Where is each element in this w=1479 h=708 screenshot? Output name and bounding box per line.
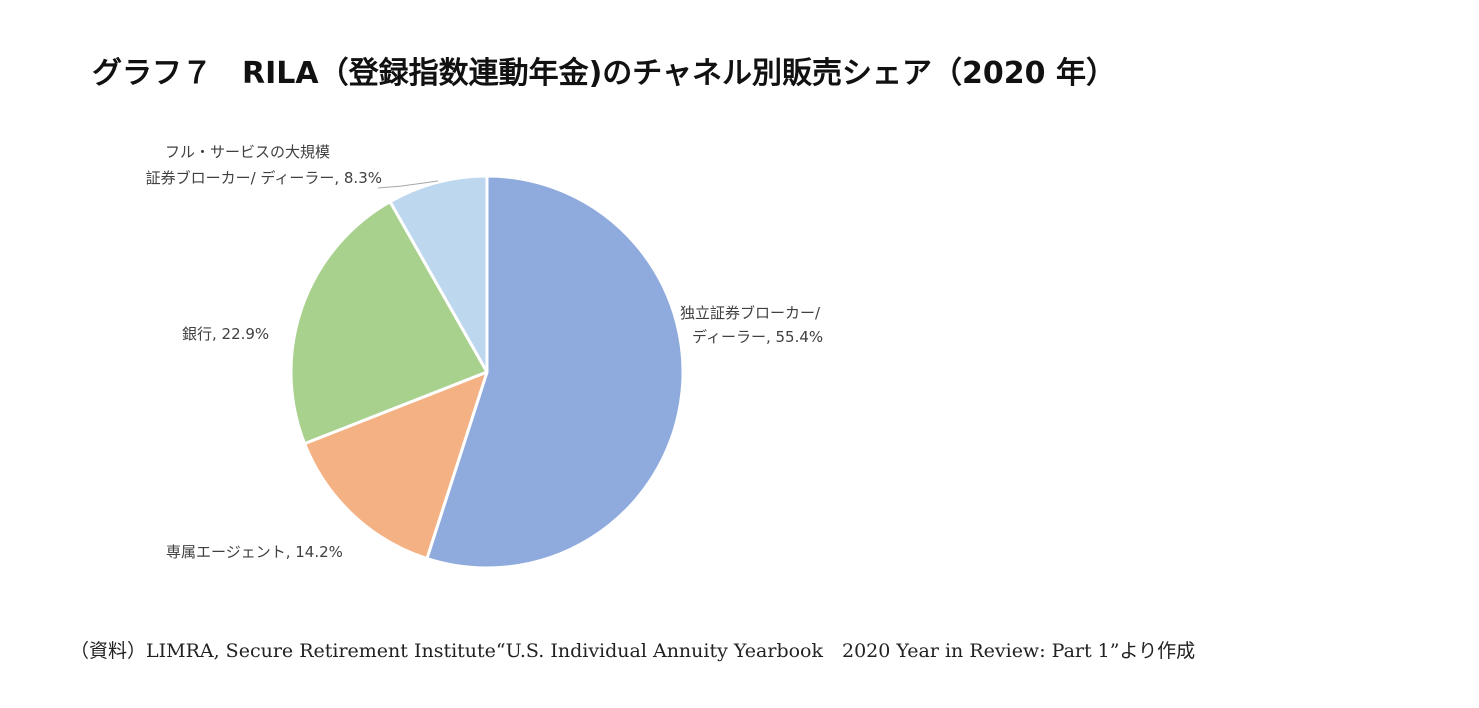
pie-slice bbox=[388, 174, 489, 374]
slice-label: 専属エージェント, 14.2% bbox=[166, 543, 343, 561]
slice-label-line: 専属エージェント, 14.2% bbox=[166, 543, 343, 561]
slice-label-line: フル・サービスの大規模 bbox=[165, 143, 330, 161]
slice-label-line: ディーラー, 55.4% bbox=[692, 328, 823, 346]
pie-slice bbox=[289, 200, 489, 446]
chart-title: グラフ７ RILA（登録指数連動年金)のチャネル別販売シェア（2020 年） bbox=[92, 56, 1116, 91]
slice-label-line: 銀行, 22.9% bbox=[182, 325, 269, 343]
source-note: （資料）LIMRA, Secure Retirement Institute“U… bbox=[70, 640, 1196, 662]
slice-label-line: 独立証券ブローカー/ bbox=[680, 304, 821, 322]
slice-label: 独立証券ブローカー/ディーラー, 55.4% bbox=[680, 304, 823, 346]
pie-slice bbox=[303, 370, 489, 561]
pie-slices bbox=[289, 174, 685, 570]
slice-labels: 独立証券ブローカー/ディーラー, 55.4% 専属エージェント, 14.2% 銀行,… bbox=[146, 143, 824, 561]
slice-label: 銀行, 22.9% bbox=[182, 325, 269, 343]
slice-label-line: 証券ブローカー/ ディーラー, 8.3% bbox=[146, 169, 382, 187]
slice-label: フル・サービスの大規模証券ブローカー/ ディーラー, 8.3% bbox=[146, 143, 382, 187]
leader-lines bbox=[377, 180, 439, 189]
pie-slice bbox=[425, 174, 685, 570]
leader-line bbox=[377, 180, 439, 189]
